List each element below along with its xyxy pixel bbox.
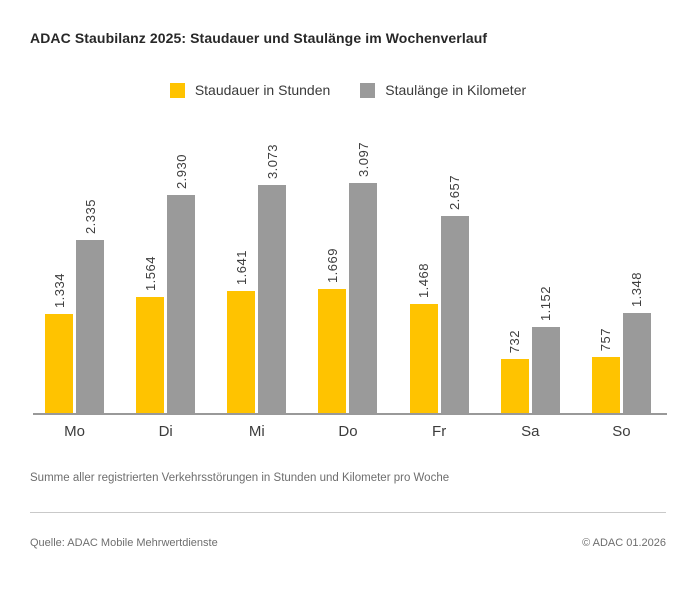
km-bar-mi bbox=[258, 185, 287, 413]
staulaenge-swatch-icon bbox=[360, 82, 376, 98]
hours-bar-di bbox=[136, 297, 165, 413]
hours-bar-mi bbox=[227, 291, 256, 413]
chart-title: ADAC Staubilanz 2025: Staudauer und Stau… bbox=[30, 30, 488, 46]
x-axis-label-mo: Mo bbox=[64, 423, 85, 440]
hours-bar-sa bbox=[500, 359, 529, 413]
x-axis-label-fr: Fr bbox=[432, 423, 447, 440]
km-bar-mo bbox=[76, 240, 104, 413]
km-bar-do bbox=[349, 183, 378, 413]
bar-value-label: 2.657 bbox=[447, 174, 463, 210]
bar-chart-plot: 1.334 2.335 1.564 2.930 1.641 3.073 1.669 3.097… bbox=[33, 128, 667, 415]
hours-bar-do bbox=[318, 289, 347, 413]
hours-bar-mo bbox=[45, 314, 73, 413]
km-column-so: 1.348 bbox=[622, 271, 651, 413]
km-bar-sa bbox=[531, 327, 560, 413]
bar-group-fr: 1.468 2.657 bbox=[409, 174, 469, 413]
legend-item-staudauer: Staudauer in Stunden bbox=[169, 82, 331, 98]
bar-value-label: 3.097 bbox=[355, 141, 371, 177]
bar-value-label: 1.641 bbox=[233, 249, 249, 285]
bar-value-label: 2.335 bbox=[82, 198, 98, 234]
bar-value-label: 1.152 bbox=[538, 285, 554, 321]
km-bar-fr bbox=[440, 216, 469, 413]
km-column-fr: 2.657 bbox=[440, 174, 469, 413]
chart-footnote: Summe aller registrierten Verkehrsstörun… bbox=[30, 472, 450, 484]
x-axis-label-mi: Mi bbox=[248, 423, 265, 440]
bar-value-label: 1.334 bbox=[51, 272, 67, 308]
legend-label-staulaenge: Staulänge in Kilometer bbox=[385, 82, 527, 98]
bar-group-mo: 1.334 2.335 bbox=[45, 199, 104, 413]
hours-column-mo: 1.334 bbox=[45, 273, 73, 413]
bar-group-so: 757 1.348 bbox=[591, 271, 651, 413]
bar-group-do: 1.669 3.097 bbox=[318, 141, 378, 413]
footer-divider bbox=[30, 512, 666, 513]
bar-value-label: 732 bbox=[507, 329, 523, 353]
bar-value-label: 1.564 bbox=[142, 255, 158, 291]
bar-group-di: 1.564 2.930 bbox=[136, 153, 196, 413]
legend-item-staulaenge: Staulänge in Kilometer bbox=[360, 82, 526, 98]
bar-value-label: 2.930 bbox=[173, 153, 189, 189]
bar-value-label: 757 bbox=[598, 327, 614, 351]
km-bar-so bbox=[622, 313, 651, 413]
copyright-text: © ADAC 01.2026 bbox=[582, 537, 666, 549]
km-column-mi: 3.073 bbox=[258, 143, 287, 413]
hours-column-so: 757 bbox=[591, 327, 620, 413]
km-column-do: 3.097 bbox=[349, 141, 378, 413]
bar-value-label: 3.073 bbox=[264, 143, 280, 179]
km-bar-di bbox=[167, 195, 196, 413]
km-column-sa: 1.152 bbox=[531, 285, 560, 413]
source-text: Quelle: ADAC Mobile Mehrwertdienste bbox=[30, 537, 218, 549]
staudauer-swatch-icon bbox=[169, 82, 185, 98]
x-axis-labels: Mo Di Mi Do Fr Sa So bbox=[33, 415, 667, 440]
hours-column-fr: 1.468 bbox=[409, 262, 438, 413]
km-column-mo: 2.335 bbox=[76, 199, 104, 413]
legend-label-staudauer: Staudauer in Stunden bbox=[194, 82, 331, 98]
hours-column-mi: 1.641 bbox=[227, 249, 256, 413]
x-axis-label-di: Di bbox=[158, 423, 173, 440]
hours-column-sa: 732 bbox=[500, 329, 529, 413]
hours-column-do: 1.669 bbox=[318, 247, 347, 413]
bar-group-mi: 1.641 3.073 bbox=[227, 143, 287, 413]
hours-column-di: 1.564 bbox=[136, 255, 165, 413]
legend: Staudauer in Stunden Staulänge in Kilome… bbox=[0, 82, 696, 98]
km-column-di: 2.930 bbox=[167, 153, 196, 413]
bar-group-sa: 732 1.152 bbox=[500, 285, 560, 413]
footer: Quelle: ADAC Mobile Mehrwertdienste © AD… bbox=[30, 537, 666, 549]
hours-bar-so bbox=[591, 357, 620, 413]
x-axis-label-do: Do bbox=[338, 423, 358, 440]
x-axis-label-sa: Sa bbox=[521, 423, 540, 440]
bar-value-label: 1.669 bbox=[324, 247, 340, 283]
x-axis-label-so: So bbox=[612, 423, 631, 440]
bar-value-label: 1.348 bbox=[629, 271, 645, 307]
hours-bar-fr bbox=[409, 304, 438, 413]
bar-value-label: 1.468 bbox=[416, 262, 432, 298]
